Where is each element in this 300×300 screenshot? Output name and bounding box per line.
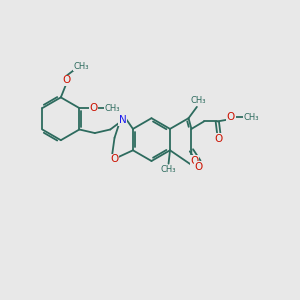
Text: CH₃: CH₃ <box>243 113 259 122</box>
Text: O: O <box>110 154 119 164</box>
Text: CH₃: CH₃ <box>104 103 120 112</box>
Text: CH₃: CH₃ <box>161 165 176 174</box>
Text: O: O <box>227 112 235 122</box>
Text: N: N <box>119 115 126 125</box>
Text: O: O <box>190 156 199 166</box>
Text: O: O <box>214 134 223 144</box>
Text: CH₃: CH₃ <box>190 96 206 105</box>
Text: O: O <box>62 75 70 85</box>
Text: O: O <box>195 162 203 172</box>
Text: CH₃: CH₃ <box>74 62 89 71</box>
Text: O: O <box>89 103 98 113</box>
